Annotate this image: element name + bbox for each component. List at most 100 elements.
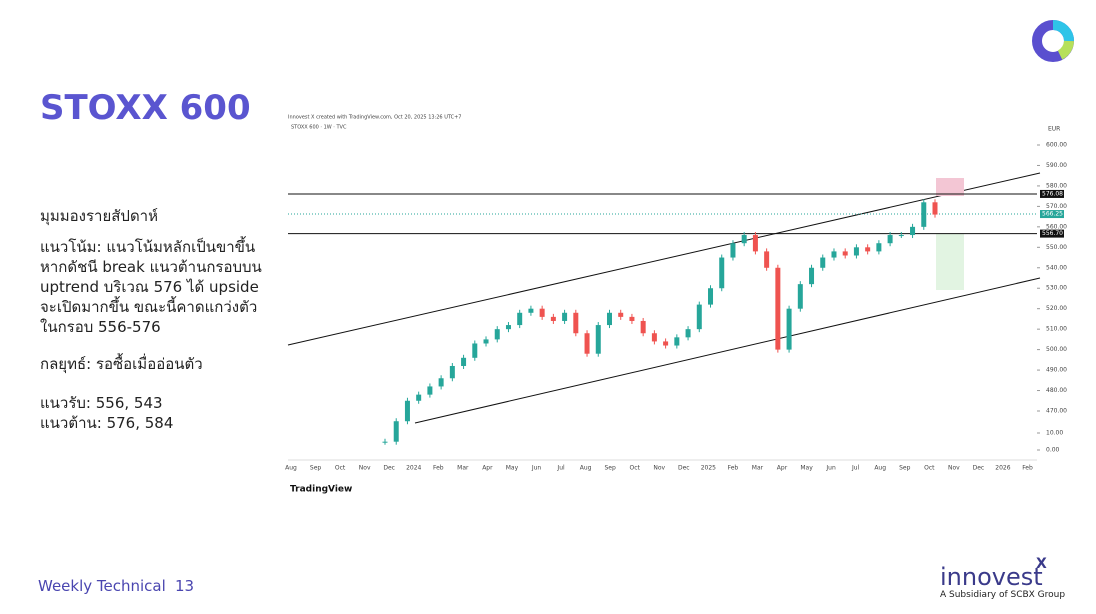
trend-line: แนวโน้ม: แนวโน้มหลักเป็นขาขึ้น: [40, 238, 256, 256]
x-tick-label: Dec: [678, 465, 690, 472]
candle: [876, 243, 882, 252]
candle: [696, 304, 702, 330]
candle: [618, 312, 624, 317]
candle: [461, 357, 467, 366]
x-tick-label: 2025: [701, 465, 716, 472]
candle: [831, 251, 837, 258]
x-tick-label: May: [506, 465, 519, 472]
candle: [663, 341, 669, 346]
last-tag: [1040, 210, 1064, 219]
heading: มุมมองรายสัปดาห์: [40, 207, 158, 225]
candle: [764, 251, 770, 268]
x-tick-label: Nov: [653, 465, 665, 472]
candle: [562, 312, 568, 321]
strategy: กลยุทธ์: รอซื้อเมื่ออ่อนตัว: [40, 355, 203, 373]
x-tick-label: Oct: [630, 465, 641, 472]
x-tick-label: Apr: [777, 465, 788, 472]
candle: [797, 284, 803, 309]
brand: TradingView: [290, 485, 352, 495]
x-tick-label: Jun: [531, 465, 542, 472]
candle: [382, 441, 388, 443]
brand-mark: X: [1036, 556, 1047, 572]
x-tick-label: Aug: [580, 465, 592, 472]
candle: [887, 235, 893, 244]
x-tick-label: Feb: [728, 465, 739, 472]
candle: [438, 378, 444, 387]
candle: [752, 235, 758, 252]
candle: [550, 316, 556, 321]
x-tick-label: Mar: [752, 465, 764, 472]
resistance: แนวต้าน: 576, 584: [40, 414, 174, 432]
x-tick-label: Sep: [604, 465, 616, 472]
macd-tick-label: 10.00: [1046, 430, 1063, 437]
y-tick-label: 560.00: [1046, 223, 1067, 230]
legend: STOXX 600 · 1W · TVC: [291, 125, 347, 131]
candle: [449, 365, 455, 379]
candle: [932, 202, 938, 215]
trend-line: uptrend บริเวณ 576 ได้ upside: [40, 278, 259, 296]
candle: [505, 325, 511, 330]
candle: [483, 339, 489, 344]
candle: [640, 320, 646, 334]
x-tick-label: Nov: [359, 465, 371, 472]
y-tick-label: 480.00: [1046, 387, 1067, 394]
support: แนวรับ: 556, 543: [40, 394, 163, 412]
trend-line: จะเปิดมากขึ้น ขณะนี้คาดแกว่งตัว: [40, 298, 258, 316]
candle: [539, 308, 545, 317]
y-tick-label: 600.00: [1046, 142, 1067, 149]
candle: [427, 386, 433, 395]
candle: [910, 226, 916, 236]
x-tick-label: Feb: [433, 465, 444, 472]
candle: [685, 329, 691, 338]
level-tag: [1040, 229, 1064, 238]
trend-line: หากดัชนี break แนวต้านกรอบบน: [40, 258, 262, 276]
candle: [775, 267, 781, 350]
y-tick-label: 570.00: [1046, 203, 1067, 210]
y-tick-label: 540.00: [1046, 264, 1067, 271]
candle: [898, 235, 904, 237]
candle: [494, 329, 500, 340]
y-tick-label: 500.00: [1046, 346, 1067, 353]
candle: [416, 394, 422, 401]
x-tick-label: Dec: [383, 465, 395, 472]
candle: [708, 288, 714, 305]
candle: [809, 267, 815, 285]
channel-lower: [414, 277, 1041, 424]
trend-line: ในกรอบ 556-576: [40, 318, 161, 336]
y-tick-label: 590.00: [1046, 162, 1067, 169]
x-tick-label: May: [800, 465, 813, 472]
candle: [865, 247, 871, 252]
x-tick-label: Aug: [285, 465, 297, 472]
candle: [719, 257, 725, 289]
candle: [730, 243, 736, 258]
x-tick-label: Nov: [948, 465, 960, 472]
page-number: 13: [175, 577, 195, 595]
candle: [651, 333, 657, 342]
title: STOXX 600: [40, 88, 251, 128]
macd-tick-label: 0.00: [1046, 447, 1060, 454]
x-tick-label: Aug: [874, 465, 886, 472]
currency: EUR: [1048, 126, 1060, 133]
x-tick-label: Oct: [924, 465, 935, 472]
candle: [472, 343, 478, 358]
x-tick-label: Apr: [482, 465, 493, 472]
y-tick-label: 490.00: [1046, 367, 1067, 374]
candle: [853, 247, 859, 256]
x-tick-label: Jun: [825, 465, 836, 472]
x-tick-label: Dec: [973, 465, 985, 472]
last-label: 566.25: [1042, 211, 1063, 218]
trend-text: แนวโน้ม: แนวโน้มหลักเป็นขาขึ้นหากดัชนี b…: [40, 237, 262, 337]
y-tick-label: 520.00: [1046, 305, 1067, 312]
channel-upper: [287, 172, 1041, 346]
x-tick-label: Jul: [851, 465, 860, 472]
y-tick-label: 530.00: [1046, 285, 1067, 292]
level-label: 556.70: [1042, 230, 1063, 237]
level-label: 576.08: [1042, 190, 1063, 197]
target-box: [936, 234, 964, 290]
candle: [404, 400, 410, 422]
chart: Innovest X created with TradingView.com,…: [285, 115, 1067, 495]
candle: [820, 257, 826, 268]
candle: [573, 312, 579, 334]
y-tick-label: 550.00: [1046, 244, 1067, 251]
candle: [921, 202, 927, 227]
